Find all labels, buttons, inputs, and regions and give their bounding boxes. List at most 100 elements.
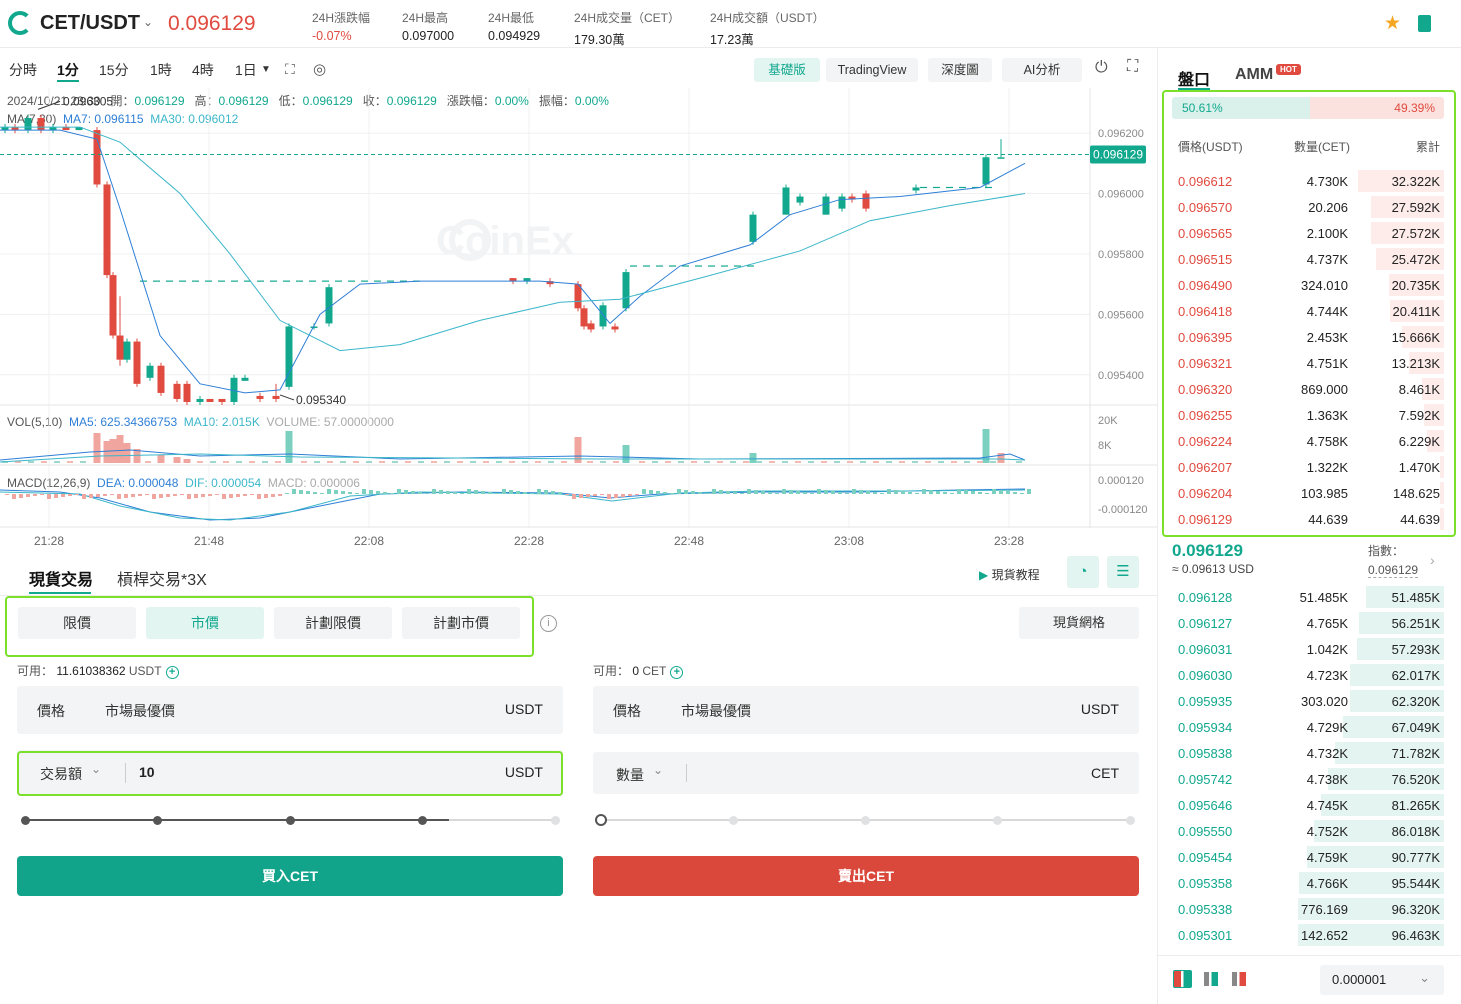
ask-row[interactable]: 0.096207 1.322K 1.470K <box>1172 454 1444 480</box>
candle <box>782 187 790 215</box>
view-1[interactable]: TradingView <box>826 58 918 82</box>
sell-price-field[interactable]: 價格 市場最優價 USDT <box>593 686 1139 734</box>
tab-orderbook[interactable]: 盤口 <box>1178 72 1211 89</box>
view-2[interactable]: 深度圖 <box>928 58 992 82</box>
star-icon[interactable]: ★ <box>1384 13 1402 34</box>
interval-5[interactable]: 1日 <box>235 62 257 78</box>
ask-row[interactable]: 0.096224 4.758K 6.229K <box>1172 428 1444 454</box>
view-0[interactable]: 基礎版 <box>754 58 820 82</box>
fullscreen-icon[interactable]: ⛶ <box>1127 58 1139 75</box>
interval-2[interactable]: 15分 <box>99 62 129 78</box>
interval-4[interactable]: 4時 <box>192 62 214 78</box>
ask-row[interactable]: 0.096321 4.751K 13.213K <box>1172 350 1444 376</box>
order-type-0[interactable]: 限價 <box>18 607 136 639</box>
macd-bar <box>901 491 905 494</box>
ask-row[interactable]: 0.096490 324.010 20.735K <box>1172 272 1444 298</box>
slider-stop[interactable] <box>728 815 738 825</box>
chevron-down-icon[interactable]: ⌄ <box>143 15 154 29</box>
sell-button[interactable]: 賣出CET <box>593 856 1139 896</box>
add-funds-icon[interactable]: + <box>165 666 179 679</box>
bid-row[interactable]: 0.095935 303.020 62.320K <box>1172 688 1444 714</box>
settings-icon[interactable]: ◎ <box>313 61 327 78</box>
bid-row[interactable]: 0.095301 142.652 96.463K <box>1172 922 1444 948</box>
book-icon[interactable] <box>1418 15 1431 32</box>
macd-bar <box>355 493 359 494</box>
ask-row[interactable]: 0.096129 44.639 44.639 <box>1172 506 1444 532</box>
view-3[interactable]: AI分析 <box>1002 58 1082 82</box>
ask-row[interactable]: 0.096418 4.744K 20.411K <box>1172 298 1444 324</box>
bids-view-icon[interactable] <box>1204 972 1218 986</box>
bid-row[interactable]: 0.095358 4.766K 95.544K <box>1172 870 1444 896</box>
tutorial-link[interactable]: ▶ 現貨教程 <box>979 568 1040 582</box>
interval-3[interactable]: 1時 <box>150 62 172 78</box>
power-icon[interactable]: ⏻ <box>1095 59 1108 76</box>
both-sides-view-icon[interactable] <box>1173 970 1192 988</box>
bid-row[interactable]: 0.095454 4.759K 90.777K <box>1172 844 1444 870</box>
slider-stop[interactable] <box>861 815 870 825</box>
ask-row[interactable]: 0.096612 4.730K 32.322K <box>1172 168 1444 194</box>
macd-bar <box>922 489 926 494</box>
bid-row[interactable]: 0.095338 776.169 96.320K <box>1172 896 1444 922</box>
indicator-icon[interactable]: ⛶ <box>285 61 295 77</box>
bid-row[interactable]: 0.095550 4.752K 86.018K <box>1172 818 1444 844</box>
order-type-1[interactable]: 市價 <box>146 607 264 639</box>
slider-stop[interactable] <box>993 815 1003 825</box>
bid-row[interactable]: 0.096127 4.765K 56.251K <box>1172 610 1444 636</box>
macd-bar <box>670 493 674 494</box>
order-type-3[interactable]: 計劃市價 <box>402 607 520 639</box>
interval-0[interactable]: 分時 <box>9 62 37 78</box>
asks-view-icon[interactable] <box>1232 972 1246 986</box>
bid-row[interactable]: 0.095742 4.738K 76.520K <box>1172 766 1444 792</box>
bid-row[interactable]: 0.095646 4.745K 81.265K <box>1172 792 1444 818</box>
ask-row[interactable]: 0.096570 20.206 27.592K <box>1172 194 1444 220</box>
macd-bar <box>628 494 632 496</box>
bid-row[interactable]: 0.096128 51.485K 51.485K <box>1172 584 1444 610</box>
volume-bar <box>522 461 528 463</box>
slider-stop[interactable] <box>1125 815 1135 825</box>
buy-amount-field[interactable]: 交易額 ⌄ 10 USDT <box>17 750 563 796</box>
buy-price-field[interactable]: 價格 市場最優價 USDT <box>17 686 563 734</box>
buy-button[interactable]: 買入CET <box>17 856 563 896</box>
bid-row[interactable]: 0.096030 4.723K 62.017K <box>1172 662 1444 688</box>
slider-stop[interactable] <box>418 815 427 825</box>
macd-bar <box>40 494 44 495</box>
amount-input[interactable]: 10 <box>139 764 155 780</box>
depth-bar <box>1408 352 1444 374</box>
slider-stop[interactable] <box>550 815 560 825</box>
ask-row[interactable]: 0.096255 1.363K 7.592K <box>1172 402 1444 428</box>
ask-row[interactable]: 0.096565 2.100K 27.572K <box>1172 220 1444 246</box>
spot-grid-button[interactable]: 現貨網格 <box>1019 607 1139 639</box>
ask-row[interactable]: 0.096515 4.737K 25.472K <box>1172 246 1444 272</box>
bid-row[interactable]: 0.096031 1.042K 57.293K <box>1172 636 1444 662</box>
sell-amount-field[interactable]: 數量 ⌄ CET <box>593 752 1139 794</box>
slider-stop[interactable] <box>20 815 30 825</box>
row-amount: 2.453K <box>1306 330 1348 345</box>
depth-bar <box>1366 586 1444 608</box>
ask-row[interactable]: 0.096395 2.453K 15.666K <box>1172 324 1444 350</box>
slider-stop[interactable] <box>285 815 295 825</box>
tab-spot[interactable]: 現貨交易 <box>29 572 94 589</box>
mid-price[interactable]: 0.096129 <box>1172 541 1243 560</box>
filter-icon[interactable]: ☰ <box>1107 556 1139 588</box>
tab-margin[interactable]: 槓桿交易*3X <box>117 572 207 589</box>
macd-bar <box>145 494 149 495</box>
tab-amm[interactable]: AMM <box>1235 66 1274 83</box>
caret-down-icon[interactable]: ▼ <box>261 64 271 75</box>
add-funds-icon[interactable]: + <box>670 666 684 679</box>
ask-row[interactable]: 0.096320 869.000 8.461K <box>1172 376 1444 402</box>
amount-type-select[interactable]: 交易額 <box>40 766 82 782</box>
ask-row[interactable]: 0.096204 103.985 148.625 <box>1172 480 1444 506</box>
order-type-2[interactable]: 計劃限價 <box>274 607 392 639</box>
slider-stop[interactable] <box>595 814 607 826</box>
candlestick-chart[interactable]: CoinEx0.0961290.0963050.0953400.0962000.… <box>0 88 1157 550</box>
bid-row[interactable]: 0.095838 4.732K 71.782K <box>1172 740 1444 766</box>
bid-row[interactable]: 0.095934 4.729K 67.049K <box>1172 714 1444 740</box>
chevron-right-icon[interactable]: › <box>1430 552 1435 568</box>
precision-select[interactable]: 0.000001 ⌄ <box>1320 965 1444 995</box>
pie-icon[interactable]: ◔ <box>1067 556 1099 588</box>
slider-stop[interactable] <box>153 815 162 825</box>
pair-selector[interactable]: CET/USDT <box>40 12 140 34</box>
info-icon[interactable]: i <box>540 615 557 632</box>
interval-1[interactable]: 1分 <box>57 58 79 82</box>
amount-type-select[interactable]: 數量 <box>616 767 644 783</box>
